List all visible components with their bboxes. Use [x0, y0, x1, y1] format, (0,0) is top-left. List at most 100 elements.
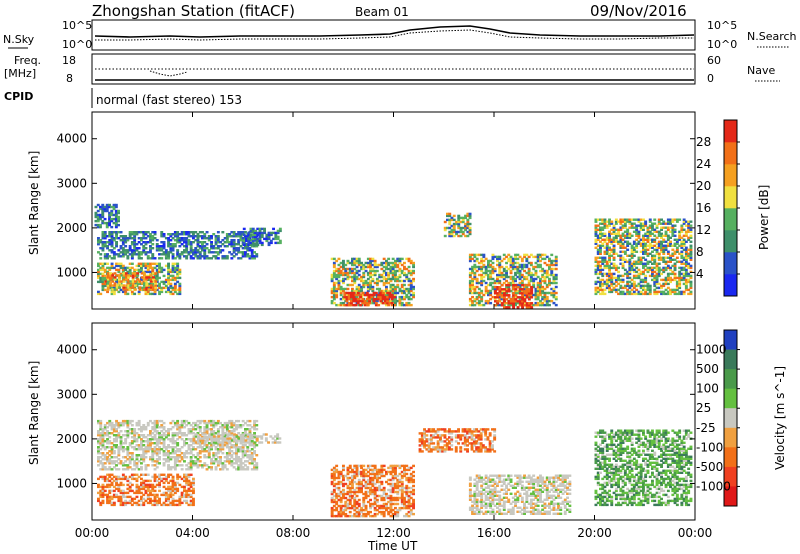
power-cell	[505, 287, 508, 291]
power-cell	[385, 293, 388, 297]
power-cell	[599, 252, 602, 255]
velocity-cell	[115, 436, 118, 439]
power-cell	[632, 276, 636, 280]
velocity-cell	[228, 462, 232, 465]
velocity-cell	[212, 430, 216, 433]
power-cell	[648, 224, 652, 227]
power-cell	[99, 276, 103, 280]
velocity-cell	[101, 468, 105, 471]
power-cell	[651, 224, 654, 227]
velocity-cell	[99, 503, 103, 507]
power-cell	[251, 239, 255, 243]
power-cell	[480, 275, 484, 279]
power-cell	[669, 258, 672, 261]
velocity-cell	[239, 450, 243, 453]
velocity-cell	[235, 454, 238, 457]
power-cell	[348, 271, 352, 275]
velocity-cell	[99, 456, 103, 459]
velocity-cell	[162, 421, 166, 425]
power-cell	[534, 301, 538, 305]
power-cell	[128, 266, 132, 270]
power-cell	[149, 292, 152, 296]
power-cell	[550, 281, 554, 285]
power-cell	[372, 297, 376, 301]
power-cell	[160, 247, 164, 250]
power-cell	[278, 241, 282, 245]
power-cell	[491, 281, 495, 285]
velocity-cell	[241, 444, 245, 447]
power-cell	[360, 289, 363, 293]
power-cell	[608, 260, 611, 263]
velocity-cell	[187, 428, 191, 431]
velocity-cell	[196, 466, 200, 469]
power-cell	[687, 274, 691, 278]
power-cell	[612, 288, 616, 292]
power-cell	[235, 243, 238, 246]
velocity-cell	[230, 421, 234, 425]
velocity-cell	[219, 450, 222, 453]
velocity-cell	[235, 444, 238, 447]
power-cell	[512, 294, 515, 297]
power-cell	[509, 277, 513, 281]
velocity-cell	[167, 434, 170, 437]
power-cell	[155, 272, 159, 276]
power-cell	[339, 301, 343, 305]
power-cell	[464, 226, 467, 230]
velocity-cell	[164, 477, 168, 481]
power-cell	[603, 264, 607, 268]
velocity-cell	[225, 452, 229, 455]
power-cell	[603, 260, 607, 263]
power-cell	[189, 241, 193, 244]
power-cell	[545, 303, 549, 307]
power-cell	[103, 243, 107, 246]
power-cell	[394, 291, 397, 295]
power-cell	[131, 286, 135, 289]
power-cell	[500, 288, 504, 291]
power-cell	[662, 244, 666, 247]
velocity-cell	[180, 452, 184, 455]
power-cell	[250, 249, 254, 252]
power-cell	[450, 234, 454, 238]
power-cell	[543, 281, 547, 285]
power-cell	[391, 277, 395, 281]
power-cell	[189, 245, 193, 248]
velocity-cell	[110, 495, 114, 499]
power-cell	[146, 284, 150, 288]
power-cell	[601, 288, 605, 292]
power-cell	[457, 216, 461, 220]
power-cell	[637, 284, 641, 288]
power-cell	[657, 254, 661, 257]
power-cell	[146, 241, 150, 244]
power-cell	[541, 267, 545, 271]
power-cell	[666, 266, 670, 270]
power-cell	[689, 292, 693, 296]
power-cell	[550, 267, 554, 271]
power-cell	[219, 245, 222, 248]
power-cell	[608, 266, 611, 270]
power-cell	[135, 249, 139, 252]
power-cell	[153, 278, 157, 282]
velocity-cell	[146, 487, 150, 491]
velocity-cell	[101, 491, 105, 495]
velocity-cell	[180, 493, 184, 497]
power-cell	[644, 292, 648, 296]
power-cell	[461, 226, 465, 230]
power-cell	[137, 270, 141, 274]
power-cell	[352, 291, 356, 295]
power-cell	[614, 268, 618, 272]
power-cell	[203, 249, 207, 252]
velocity-cell	[164, 436, 168, 439]
power-cell	[144, 253, 148, 256]
noise-right-label: N.Search	[747, 30, 797, 43]
power-cell	[594, 220, 598, 223]
power-cell	[655, 272, 659, 276]
power-cell	[237, 235, 241, 238]
power-cell	[543, 287, 547, 291]
velocity-cell	[99, 428, 103, 431]
power-cell	[662, 256, 666, 259]
power-cell	[258, 241, 262, 245]
power-cell	[675, 240, 679, 243]
velocity-cell	[178, 450, 182, 453]
velocity-cell	[232, 430, 236, 433]
power-cell	[117, 223, 120, 227]
